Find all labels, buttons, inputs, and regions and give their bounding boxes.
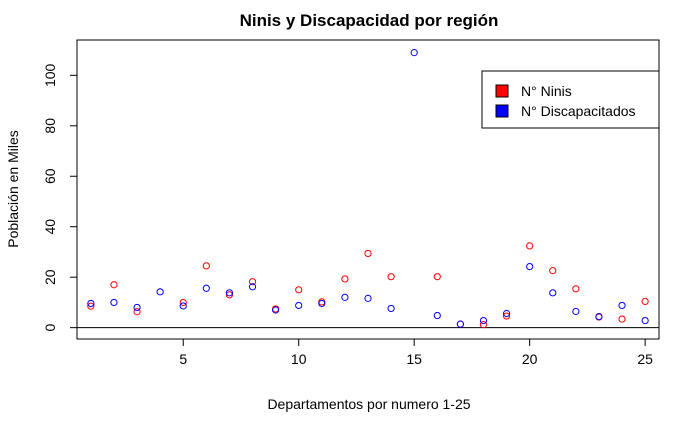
x-tick-label: 25 xyxy=(637,351,653,367)
point-discapacitados xyxy=(526,262,534,271)
x-axis: 5 10 15 20 25 xyxy=(179,338,653,367)
point-discapacitados xyxy=(225,289,234,297)
point-discapacitados xyxy=(549,289,557,297)
point-ninis xyxy=(433,273,441,281)
point-ninis xyxy=(248,278,257,286)
point-discapacitados xyxy=(341,293,349,301)
x-tick-label: 5 xyxy=(179,351,187,367)
point-discapacitados xyxy=(595,312,603,321)
point-discapacitados xyxy=(387,304,395,313)
point-discapacitados xyxy=(364,294,372,302)
y-tick-label: 100 xyxy=(42,63,58,87)
point-discapacitados xyxy=(479,316,488,325)
y-axis: 0 20 40 60 80 100 xyxy=(42,63,78,332)
point-discapacitados xyxy=(618,301,626,310)
x-tick-label: 20 xyxy=(522,351,538,367)
y-tick-label: 40 xyxy=(42,219,58,235)
point-ninis xyxy=(295,286,303,294)
point-ninis xyxy=(341,275,349,283)
point-ninis xyxy=(202,262,210,270)
point-ninis xyxy=(526,242,534,250)
x-tick-label: 10 xyxy=(291,351,307,367)
legend-swatch xyxy=(495,84,509,98)
point-discapacitados xyxy=(318,299,326,308)
legend-label: N° Discapacitados xyxy=(521,103,636,119)
point-ninis xyxy=(87,302,95,310)
point-ninis xyxy=(364,249,372,258)
point-ninis xyxy=(641,297,649,306)
point-discapacitados xyxy=(641,316,649,325)
point-discapacitados xyxy=(156,288,164,296)
point-ninis xyxy=(618,315,626,323)
point-discapacitados xyxy=(87,299,95,308)
point-ninis xyxy=(549,267,557,275)
point-ninis xyxy=(225,291,234,299)
legend-label: N° Ninis xyxy=(521,83,572,99)
point-ninis xyxy=(502,312,511,320)
x-tick-label: 15 xyxy=(406,351,422,367)
point-ninis xyxy=(133,308,141,316)
y-tick-label: 60 xyxy=(42,168,58,184)
point-discapacitados xyxy=(248,283,257,291)
point-discapacitados xyxy=(179,302,187,310)
legend-box xyxy=(481,70,660,129)
y-axis-label: Población en Miles xyxy=(5,130,21,248)
point-ninis xyxy=(179,298,187,307)
point-discapacitados xyxy=(202,284,210,292)
point-discapacitados xyxy=(272,306,280,314)
y-tick-label: 0 xyxy=(42,324,58,332)
data-points xyxy=(87,49,649,329)
point-ninis xyxy=(387,273,395,281)
point-discapacitados xyxy=(572,307,580,316)
point-discapacitados xyxy=(410,49,418,57)
point-discapacitados xyxy=(295,301,303,310)
point-ninis xyxy=(479,321,488,329)
point-ninis xyxy=(110,281,118,289)
point-ninis xyxy=(572,285,580,293)
y-tick-label: 80 xyxy=(42,118,58,134)
point-discapacitados xyxy=(433,311,441,320)
chart-title: Ninis y Discapacidad por región xyxy=(240,11,499,30)
point-discapacitados xyxy=(133,303,141,312)
legend-swatch xyxy=(495,104,509,118)
point-discapacitados xyxy=(502,309,511,318)
point-discapacitados xyxy=(456,320,464,328)
legend: N° Ninis N° Discapacitados xyxy=(481,70,660,129)
point-discapacitados xyxy=(110,298,118,307)
x-axis-label: Departamentos por numero 1-25 xyxy=(267,396,470,412)
y-tick-label: 20 xyxy=(42,269,58,285)
